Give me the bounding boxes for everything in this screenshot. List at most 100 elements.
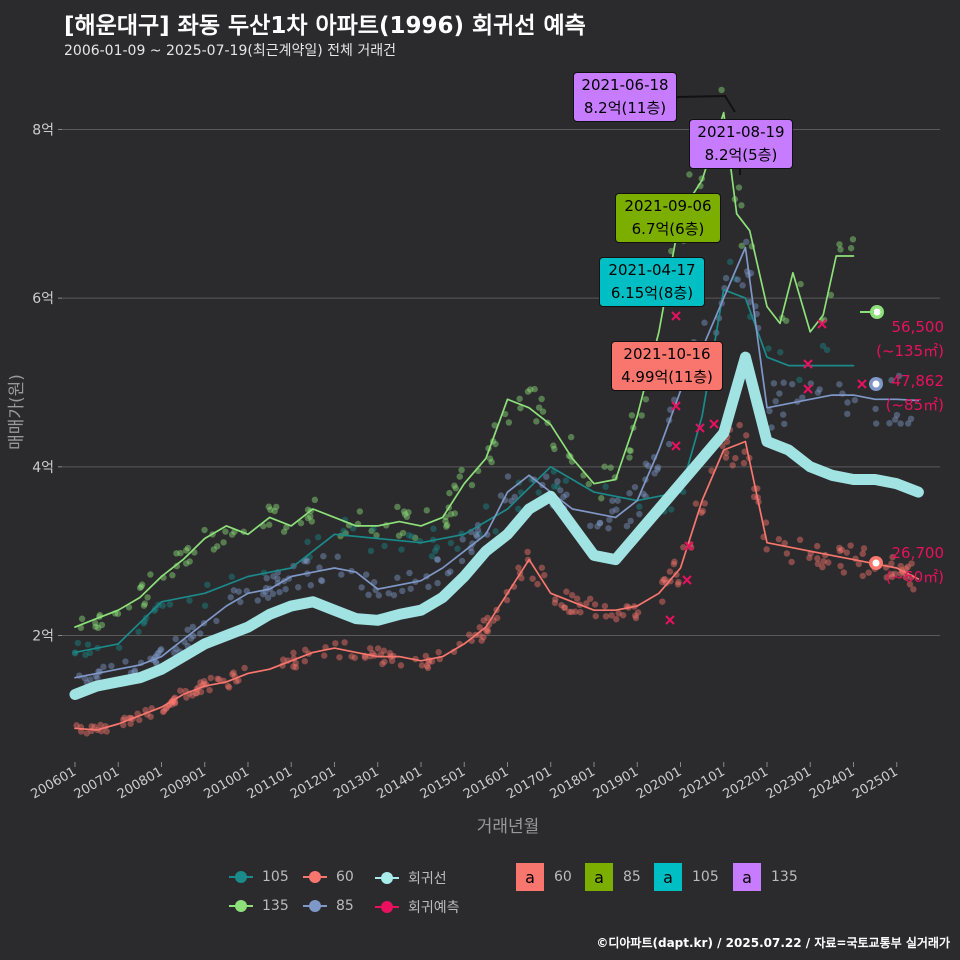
trade-point-135: [488, 458, 495, 466]
trade-point-105: [535, 489, 542, 496]
trade-point-135: [173, 562, 181, 570]
trade-point-105: [602, 483, 609, 490]
trade-point-85: [596, 519, 604, 527]
trade-point-60: [750, 493, 758, 501]
trade-point-135: [585, 480, 592, 488]
trade-point-60: [147, 713, 154, 720]
prediction-marker: [671, 441, 681, 451]
trade-point-105: [314, 534, 322, 541]
trade-point-85: [814, 389, 822, 396]
trade-point-105: [398, 546, 405, 553]
trade-point-60: [103, 728, 110, 735]
trade-point-85: [608, 508, 616, 515]
trade-point-60: [480, 617, 487, 624]
trade-point-135: [607, 464, 614, 471]
trade-point-60: [503, 596, 511, 604]
trade-point-85: [844, 399, 851, 406]
trade-point-85: [905, 420, 912, 427]
trade-point-60: [814, 560, 822, 568]
trade-point-135: [147, 571, 154, 578]
trade-point-60: [206, 686, 213, 694]
trade-point-135: [626, 454, 633, 461]
trade-point-105: [381, 542, 388, 550]
trade-point-60: [374, 645, 382, 652]
trade-point-135: [220, 539, 227, 546]
trade-point-60: [698, 509, 705, 516]
trade-point-60: [573, 595, 581, 602]
trade-point-135: [527, 386, 534, 393]
trade-point-60: [840, 569, 848, 576]
trade-point-60: [518, 574, 525, 582]
trade-point-60: [200, 677, 208, 685]
legend-item-60: 60: [300, 868, 354, 886]
trade-point-135: [456, 473, 463, 480]
prediction-marker: [857, 379, 867, 389]
trade-point-60: [230, 669, 237, 676]
trade-point-135: [446, 489, 453, 497]
y-tick-label: 2억: [32, 628, 54, 644]
trade-point-135: [395, 532, 403, 539]
trade-point-85: [100, 663, 107, 671]
trade-point-85: [473, 533, 481, 540]
trade-point-60: [515, 564, 522, 571]
trade-point-135: [141, 600, 149, 607]
trade-point-135: [401, 511, 409, 518]
trade-point-85: [270, 573, 277, 580]
trade-point-105: [476, 530, 483, 538]
legend-key-icon: [372, 898, 402, 916]
trade-point-60: [136, 716, 143, 724]
trade-point-135: [538, 395, 545, 403]
trade-point-60: [541, 571, 548, 579]
trade-point-60: [388, 657, 396, 665]
legend-item-85: 85: [300, 897, 354, 915]
trade-point-85: [623, 522, 631, 530]
trade-point-60: [743, 432, 750, 439]
prediction-marker: [695, 423, 705, 433]
trade-point-135: [271, 507, 278, 515]
trade-point-85: [614, 497, 621, 504]
trade-point-85: [295, 584, 302, 591]
trade-point-85: [789, 380, 796, 388]
prediction-marker: [817, 319, 827, 329]
trade-point-85: [254, 597, 261, 604]
trade-point-85: [362, 571, 370, 578]
trade-point-60: [483, 627, 490, 635]
trade-point-85: [636, 510, 643, 518]
trade-point-60: [551, 599, 559, 607]
trade-point-85: [907, 415, 915, 423]
trade-point-135: [738, 202, 745, 209]
trade-point-60: [235, 677, 242, 684]
trade-point-60: [189, 692, 196, 699]
trade-point-60: [889, 553, 896, 561]
trade-point-60: [806, 554, 813, 562]
trade-point-85: [152, 658, 159, 666]
trade-point-105: [667, 506, 675, 513]
series-lines: [69, 111, 924, 731]
trade-point-105: [482, 503, 490, 510]
trade-point-60: [171, 699, 179, 707]
trade-point-135: [368, 527, 375, 535]
trade-point-85: [434, 556, 441, 563]
trade-point-105: [405, 532, 413, 539]
trade-point-60: [422, 652, 430, 660]
trade-point-85: [399, 587, 406, 595]
trade-point-60: [534, 580, 541, 588]
trade-point-85: [563, 491, 570, 498]
trade-point-60: [859, 572, 866, 580]
trade-point-85: [108, 662, 115, 670]
trade-point-60: [177, 687, 184, 694]
x-tick-label: 200701: [72, 764, 122, 802]
trade-point-85: [94, 674, 101, 682]
trade-point-85: [122, 658, 129, 665]
trade-point-85: [263, 575, 270, 582]
trade-point-135: [505, 419, 513, 426]
trade-point-135: [394, 503, 401, 511]
trade-point-105: [74, 639, 82, 647]
trade-point-105: [135, 628, 142, 635]
trade-point-85: [609, 497, 616, 504]
trade-point-135: [308, 518, 316, 525]
trade-point-85: [264, 594, 272, 601]
trade-point-85: [365, 591, 372, 599]
trade-point-85: [627, 517, 634, 525]
trade-point-135: [98, 621, 106, 629]
